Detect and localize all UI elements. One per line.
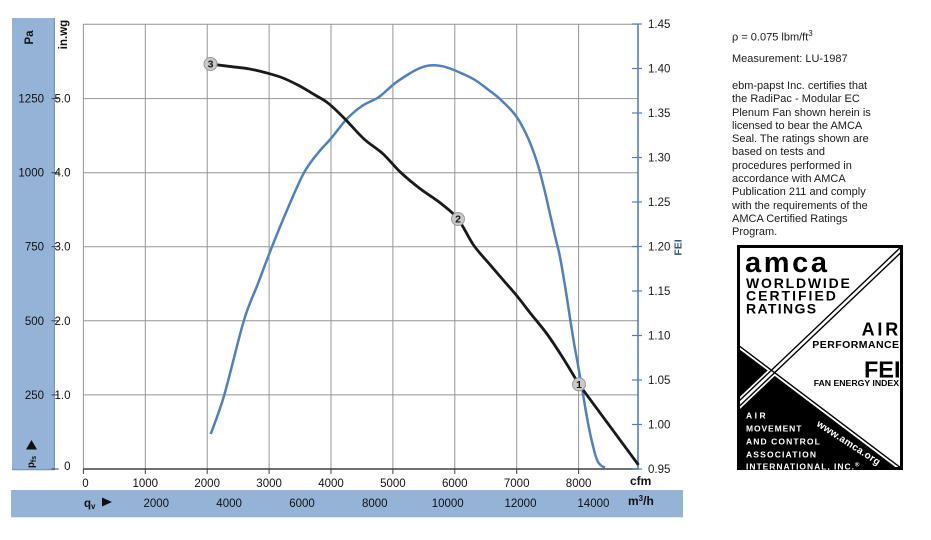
svg-text:4000: 4000 <box>216 498 242 510</box>
svg-text:PERFORMANCE: PERFORMANCE <box>812 339 899 351</box>
svg-text:amca: amca <box>745 247 830 279</box>
svg-text:1.15: 1.15 <box>648 286 670 298</box>
svg-text:1.25: 1.25 <box>648 197 670 209</box>
svg-text:14000: 14000 <box>577 498 609 510</box>
svg-text:3.0: 3.0 <box>55 242 71 254</box>
svg-text:AIR: AIR <box>862 320 901 340</box>
svg-text:0: 0 <box>82 478 88 490</box>
svg-text:3: 3 <box>208 59 214 71</box>
svg-text:1000: 1000 <box>133 478 159 490</box>
svg-text:ASSOCIATION: ASSOCIATION <box>746 450 817 460</box>
svg-text:in.wg: in.wg <box>58 20 70 49</box>
svg-text:5000: 5000 <box>380 478 406 490</box>
svg-text:INTERNATIONAL, INC.®: INTERNATIONAL, INC.® <box>746 462 860 471</box>
svg-text:1: 1 <box>576 379 582 391</box>
svg-text:cfm: cfm <box>630 474 651 488</box>
svg-text:2.0: 2.0 <box>55 316 71 328</box>
svg-text:RATINGS: RATINGS <box>746 300 817 316</box>
svg-text:8000: 8000 <box>566 478 592 490</box>
svg-text:500: 500 <box>25 316 44 328</box>
svg-text:1.45: 1.45 <box>648 19 670 31</box>
svg-text:2: 2 <box>455 214 461 226</box>
svg-text:6000: 6000 <box>289 498 315 510</box>
svg-text:4000: 4000 <box>318 478 344 490</box>
svg-text:1.35: 1.35 <box>648 108 670 120</box>
svg-text:12000: 12000 <box>505 498 537 510</box>
svg-text:4.0: 4.0 <box>55 168 71 180</box>
svg-text:1.10: 1.10 <box>648 331 670 343</box>
svg-text:0.95: 0.95 <box>648 464 670 476</box>
svg-text:1.00: 1.00 <box>648 420 670 432</box>
svg-text:6000: 6000 <box>442 478 468 490</box>
svg-text:3000: 3000 <box>256 478 282 490</box>
svg-text:2000: 2000 <box>144 498 170 510</box>
svg-text:Pa: Pa <box>24 30 36 45</box>
svg-text:qv: qv <box>84 498 96 511</box>
svg-text:10000: 10000 <box>432 498 464 510</box>
svg-text:FEI: FEI <box>864 357 901 383</box>
svg-text:AND CONTROL: AND CONTROL <box>746 437 821 447</box>
svg-text:m3/h: m3/h <box>628 494 654 508</box>
svg-text:1.0: 1.0 <box>55 390 71 402</box>
svg-text:CERTIFIED: CERTIFIED <box>746 288 838 304</box>
svg-text:8000: 8000 <box>362 498 388 510</box>
svg-text:MOVEMENT: MOVEMENT <box>746 424 802 434</box>
svg-text:FEI: FEI <box>673 239 685 255</box>
svg-text:1.05: 1.05 <box>648 375 670 387</box>
svg-text:5.0: 5.0 <box>55 94 71 106</box>
svg-text:1.30: 1.30 <box>648 153 670 165</box>
svg-text:1000: 1000 <box>18 168 44 180</box>
svg-text:250: 250 <box>25 390 44 402</box>
svg-text:1.20: 1.20 <box>648 242 670 254</box>
svg-text:1.40: 1.40 <box>648 64 670 76</box>
svg-text:FAN ENERGY INDEX: FAN ENERGY INDEX <box>814 378 899 388</box>
svg-text:2000: 2000 <box>194 478 220 490</box>
svg-text:750: 750 <box>25 242 44 254</box>
svg-text:1250: 1250 <box>18 94 44 106</box>
svg-text:7000: 7000 <box>504 478 530 490</box>
svg-text:AIR: AIR <box>746 411 768 421</box>
svg-text:WORLDWIDE: WORLDWIDE <box>746 275 852 291</box>
svg-text:0: 0 <box>64 461 70 473</box>
